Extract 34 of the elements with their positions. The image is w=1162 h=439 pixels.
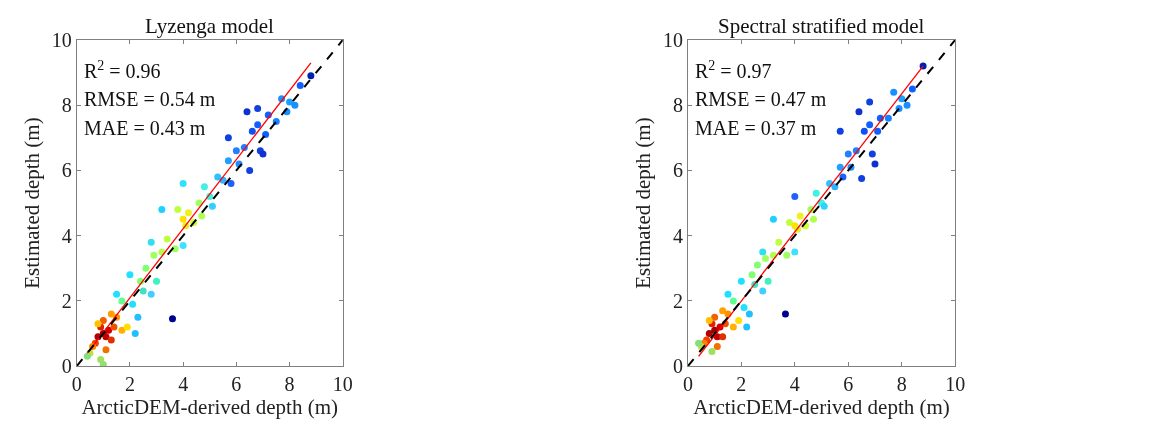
annotation: MAE = 0.37 m	[695, 117, 817, 139]
annotation: MAE = 0.43 m	[84, 117, 206, 139]
y-tick-label: 4	[61, 224, 72, 247]
y-tick-label: 8	[61, 94, 72, 117]
y-axis-title: Estimated depth (m)	[19, 117, 44, 289]
x-tick-label: 6	[231, 373, 242, 396]
x-tick-label: 2	[124, 373, 135, 396]
y-tick-label: 2	[61, 289, 72, 312]
annotation: RMSE = 0.54 m	[84, 88, 216, 110]
y-axis-title: Estimated depth (m)	[631, 117, 656, 289]
chart-title: Lyzenga model	[145, 14, 275, 38]
annotation: RMSE = 0.47 m	[695, 88, 827, 110]
x-tick-label: 8	[284, 373, 295, 396]
y-tick-label: 10	[662, 28, 683, 51]
chart-title: Spectral stratified model	[718, 14, 925, 38]
y-tick-label: 8	[672, 94, 683, 117]
y-tick-label: 0	[672, 355, 683, 378]
annotation: R$^{2}$ = 0.96	[84, 58, 161, 83]
x-axis-title: ArcticDEM-derived depth (m)	[81, 395, 339, 420]
x-tick-label: 10	[332, 373, 353, 396]
annotation: R$^{2}$ = 0.97	[695, 58, 772, 83]
x-tick-label: 6	[843, 373, 854, 396]
y-tick-label: 2	[672, 289, 683, 312]
x-tick-label: 8	[896, 373, 907, 396]
x-tick-label: 2	[736, 373, 747, 396]
y-tick-label: 6	[672, 159, 683, 182]
y-tick-label: 10	[51, 28, 72, 51]
y-tick-label: 4	[672, 224, 683, 247]
x-tick-label: 4	[178, 373, 189, 396]
x-tick-label: 4	[789, 373, 800, 396]
y-tick-label: 6	[61, 159, 72, 182]
y-tick-label: 0	[61, 355, 72, 378]
x-axis-title: ArcticDEM-derived depth (m)	[693, 395, 950, 420]
x-tick-label: 10	[945, 373, 966, 396]
